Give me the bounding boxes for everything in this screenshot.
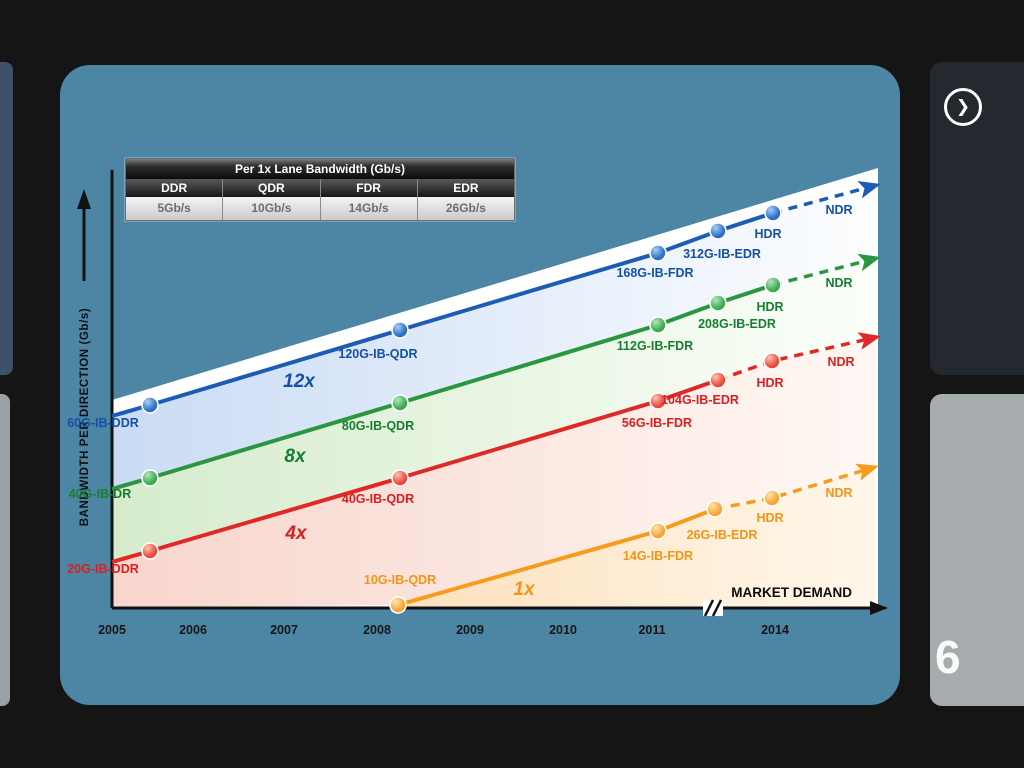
lane-table-col-ddr: DDR	[126, 179, 223, 197]
x-tick-label: 2010	[549, 623, 577, 637]
data-point	[649, 316, 667, 334]
data-point	[709, 294, 727, 312]
point-label: 312G-IB-EDR	[683, 247, 761, 261]
point-label: 56G-IB-FDR	[622, 416, 692, 430]
axis-break-slash	[711, 599, 723, 617]
point-label: NDR	[825, 276, 852, 290]
series-arrowhead-icon-8x	[857, 253, 881, 272]
point-label: 120G-IB-QDR	[338, 347, 417, 361]
point-label: 60G-IB-DDR	[67, 416, 139, 430]
point-label: HDR	[756, 511, 783, 525]
x-tick-label: 2006	[179, 623, 207, 637]
point-label: 208G-IB-EDR	[698, 317, 776, 331]
data-point	[649, 522, 667, 540]
x-tick-label: 2014	[761, 623, 789, 637]
x-tick-label: 2011	[638, 623, 665, 637]
data-point	[706, 500, 724, 518]
point-label: 40G-IB-DR	[69, 487, 132, 501]
slide-canvas: BANDWIDTH PER DIRECTION (Gb/s) 2005 2006 20…	[60, 65, 900, 705]
data-point	[649, 392, 667, 410]
lane-table-header-row: DDR QDR FDR EDR	[126, 179, 514, 197]
y-axis-label: BANDWIDTH PER DIRECTION (Gb/s)	[79, 308, 91, 527]
data-point	[141, 396, 159, 414]
lane-table-val-ddr: 5Gb/s	[126, 197, 223, 220]
data-point	[141, 469, 159, 487]
x-tick-label: 2009	[456, 623, 484, 637]
series-arrowhead-icon-4x	[857, 332, 881, 350]
axis-break-slash	[703, 599, 715, 617]
lane-bandwidth-table: Per 1x Lane Bandwidth (Gb/s) DDR QDR FDR…	[125, 158, 515, 221]
adjacent-slide-bottom-left[interactable]	[0, 394, 10, 706]
x-axis-arrowhead-icon	[870, 601, 888, 615]
series-projection-12x	[772, 183, 878, 215]
lane-table-val-fdr: 14Gb/s	[320, 197, 417, 220]
point-label: 80G-IB-QDR	[342, 419, 414, 433]
point-label: NDR	[825, 203, 852, 217]
gradient-band	[112, 337, 877, 608]
lane-table-col-edr: EDR	[417, 179, 514, 197]
x-tick-label: 2005	[98, 623, 126, 637]
point-label: NDR	[827, 355, 854, 369]
x-tick-label: 2007	[270, 623, 298, 637]
lane-table-values-row: 5Gb/s 10Gb/s 14Gb/s 26Gb/s	[126, 197, 514, 220]
bandwidth-roadmap-chart: BANDWIDTH PER DIRECTION (Gb/s) 2005 2006 20…	[67, 168, 888, 637]
adjacent-slide-top-left[interactable]	[0, 62, 13, 375]
point-label: NDR	[825, 486, 852, 500]
gradient-band	[112, 185, 877, 489]
data-point	[764, 276, 782, 294]
point-label: HDR	[754, 227, 781, 241]
data-point	[763, 352, 781, 370]
gradient-band	[112, 258, 877, 562]
multiplier-label: 1x	[513, 579, 536, 600]
point-label: 26G-IB-EDR	[687, 528, 758, 542]
series-arrowhead-icon-12x	[857, 180, 881, 199]
point-label: 168G-IB-FDR	[616, 266, 693, 280]
point-label: 14G-IB-FDR	[623, 549, 693, 563]
data-point	[389, 596, 407, 614]
point-label: 10G-IB-QDR	[364, 573, 436, 587]
y-arrowhead-icon	[77, 189, 91, 209]
lane-table-val-qdr: 10Gb/s	[223, 197, 320, 220]
multiplier-label: 12x	[283, 371, 316, 392]
adjacent-slide-bottom-right[interactable]: 6	[930, 394, 1024, 706]
data-point	[764, 204, 782, 222]
data-point	[141, 542, 159, 560]
data-point	[709, 222, 727, 240]
chevron-right-icon: ❯	[955, 96, 971, 117]
market-demand-label: MARKET DEMAND	[731, 585, 852, 600]
series-projection-1x	[714, 465, 876, 511]
multiplier-label: 8x	[284, 446, 307, 467]
data-point	[391, 469, 409, 487]
page-number: 6	[935, 631, 961, 683]
lane-table-col-fdr: FDR	[320, 179, 417, 197]
series-projection-8x	[772, 256, 878, 287]
point-label: HDR	[756, 376, 783, 390]
series-arrowhead-icon-1x	[855, 463, 879, 481]
point-label: 112G-IB-FDR	[617, 339, 693, 353]
lane-table-col-qdr: QDR	[223, 179, 320, 197]
data-point	[391, 321, 409, 339]
next-slide-button[interactable]: ❯	[944, 88, 982, 126]
point-label: 104G-IB-EDR	[661, 393, 739, 407]
data-point	[649, 244, 667, 262]
point-label: 40G-IB-QDR	[342, 492, 414, 506]
data-point	[709, 371, 727, 389]
series-projection-4x	[717, 335, 878, 382]
point-label: 20G-IB-DDR	[67, 562, 139, 576]
data-point	[763, 489, 781, 507]
data-point	[391, 394, 409, 412]
x-tick-label: 2008	[363, 623, 391, 637]
lane-table-val-edr: 26Gb/s	[417, 197, 514, 220]
lane-table-title: Per 1x Lane Bandwidth (Gb/s)	[126, 159, 514, 179]
point-label: HDR	[756, 300, 783, 314]
multiplier-label: 4x	[284, 523, 308, 544]
